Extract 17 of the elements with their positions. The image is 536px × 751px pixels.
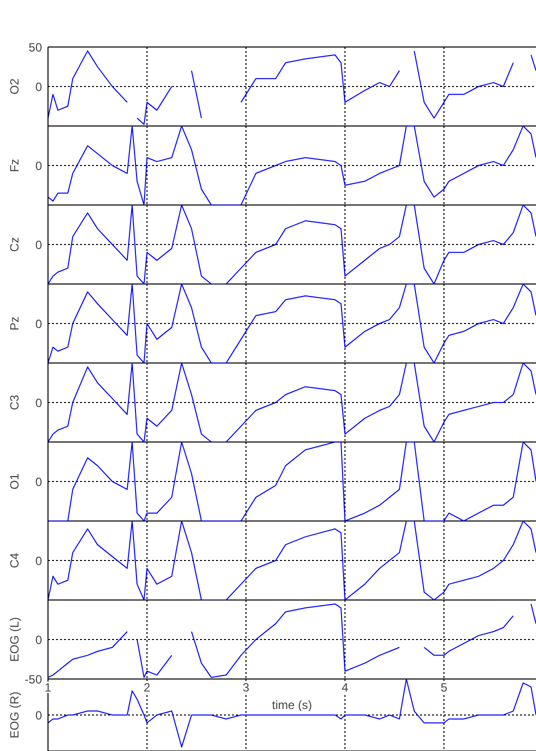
- y-axis-title: Pz: [7, 316, 22, 331]
- y-axis-title: C3: [7, 394, 22, 410]
- x-tick-label: 5: [440, 680, 448, 695]
- y-axis-title: O2: [7, 78, 22, 95]
- y-tick-label: 0: [35, 632, 42, 647]
- y-axis-title: Cz: [7, 237, 22, 252]
- y-tick-label: 50: [28, 40, 42, 54]
- y-tick-label: -50: [24, 672, 42, 686]
- y-axis-title: C4: [7, 552, 22, 568]
- y-axis-title: EOG (L): [7, 617, 22, 662]
- x-tick-label: 2: [144, 680, 151, 695]
- x-tick-label: 4: [342, 680, 349, 695]
- y-axis-title: Fz: [7, 158, 22, 172]
- y-axis-title: O1: [7, 473, 22, 490]
- y-axis-title: EOG (R): [7, 692, 22, 738]
- x-tick-label: 3: [242, 680, 250, 695]
- y-tick-label: 0: [35, 80, 42, 94]
